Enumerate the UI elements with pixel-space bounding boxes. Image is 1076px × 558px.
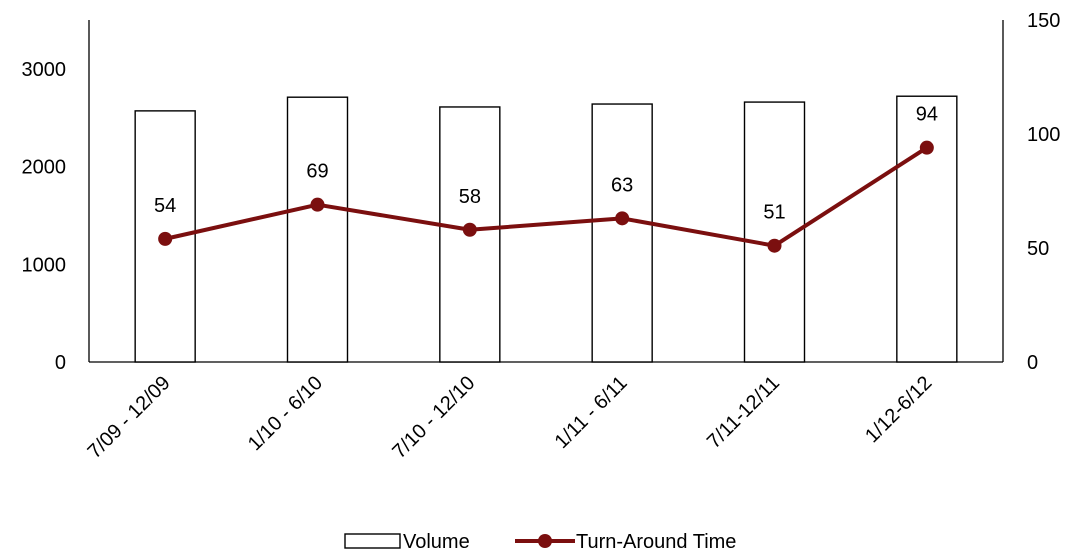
turnaround-data-label: 94 [916,104,938,126]
legend-volume-swatch [344,533,401,549]
right-tick-label: 150 [1027,10,1060,32]
volume-bar [896,95,958,363]
turnaround-data-label: 63 [611,174,633,196]
turnaround-data-labels: 54 69 58 63 51 94 [154,104,938,224]
volume-bar [286,96,349,363]
legend-turnaround-marker [538,534,552,548]
x-tick-label: 7/10 - 12/10 [388,372,479,463]
legend-turnaround-label: Turn-Around Time [576,531,736,553]
x-tick-label: 1/11 - 6/11 [551,372,632,453]
legend: Volume Turn-Around Time [344,531,736,553]
volume-bar [591,103,653,363]
x-tick-label: 7/09 - 12/09 [84,372,175,463]
turnaround-data-label: 58 [459,186,481,208]
turnaround-point [919,140,934,155]
x-tick-label: 7/11-12/11 [703,372,784,453]
x-tick-label: 1/10 - 6/10 [244,372,327,455]
turnaround-line-layer [158,140,934,253]
axes [88,20,1004,363]
turnaround-point [462,222,477,237]
turnaround-point [158,231,173,246]
x-tick-label: 1/12-6/12 [861,372,936,447]
right-tick-label: 100 [1027,124,1060,146]
left-tick-label: 0 [55,352,66,374]
right-tick-label: 50 [1027,238,1049,260]
turnaround-point [767,238,782,253]
turnaround-data-label: 51 [763,202,785,224]
left-tick-label: 3000 [22,59,67,81]
turnaround-data-label: 54 [154,195,176,217]
x-tick-labels: 7/09 - 12/09 1/10 - 6/10 7/10 - 12/10 1/11 … [84,372,937,463]
legend-volume-label: Volume [403,531,470,553]
right-tick-labels: 0 50 100 150 [1027,10,1060,374]
volume-bars [134,95,958,363]
left-tick-label: 2000 [22,157,67,179]
turnaround-point [310,197,325,212]
turnaround-data-label: 69 [306,161,328,183]
right-tick-label: 0 [1027,352,1038,374]
turnaround-point [615,211,630,226]
left-tick-labels: 0 1000 2000 3000 [22,59,67,374]
left-tick-label: 1000 [22,254,67,276]
turnaround-line [164,145,928,248]
